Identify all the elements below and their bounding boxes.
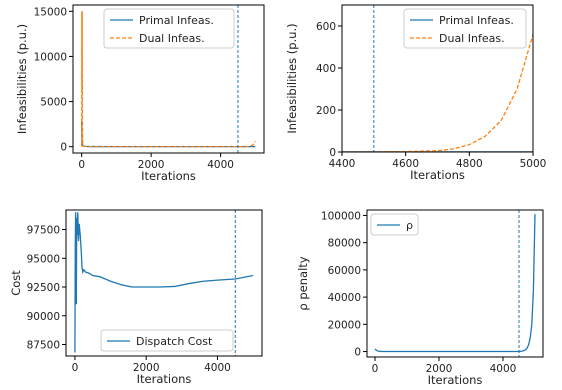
y-tick-label: 95000 xyxy=(27,253,60,265)
legend-label: Dual Infeas. xyxy=(139,32,205,45)
y-tick-label: 10000 xyxy=(34,51,67,63)
x-tick-label: 4000 xyxy=(490,363,517,375)
x-tick-label: 2000 xyxy=(133,362,160,374)
y-tick-label: 90000 xyxy=(27,311,60,323)
legend-label: ρ xyxy=(406,219,413,232)
x-axis-label: Iterations xyxy=(428,373,483,387)
y-tick-label: 400 xyxy=(316,63,336,75)
axes-frame xyxy=(65,209,263,357)
legend-box xyxy=(103,8,235,49)
x-tick-label: 4600 xyxy=(392,158,419,170)
y-tick-label: 0 xyxy=(60,142,67,154)
y-tick-label: 60000 xyxy=(328,265,361,277)
axes-frame xyxy=(366,209,544,358)
subplot-1: 0 2000 4000 0 5000 10000 15000 Iterations Infeas… xyxy=(15,4,265,183)
y-tick-label: 200 xyxy=(316,105,336,117)
y-tick-label: 0 xyxy=(354,347,361,359)
x-tick-label: 2000 xyxy=(138,159,165,171)
legend: Primal Infeas. Dual Infeas. xyxy=(403,8,527,49)
x-tick-label: 0 xyxy=(372,363,379,375)
x-tick-label: 4000 xyxy=(207,159,234,171)
y-tick-label: 100000 xyxy=(321,210,361,222)
subplot-4: 0 2000 4000020000400006000080000100000Iter… xyxy=(296,209,544,387)
y-axis-label: ρ penalty xyxy=(296,256,310,310)
x-tick-label: 4800 xyxy=(456,158,483,170)
legend-label: Primal Infeas. xyxy=(439,14,514,27)
legend-label: Primal Infeas. xyxy=(139,14,214,27)
legend-label: Dispatch Cost xyxy=(136,335,213,348)
legend: Dispatch Cost xyxy=(100,329,234,352)
axes-frame xyxy=(341,4,534,153)
y-tick-label: 87500 xyxy=(27,340,60,352)
legend: ρ xyxy=(370,213,419,236)
legend-box xyxy=(403,8,527,49)
series-line-2 xyxy=(342,34,533,152)
y-tick-label: 20000 xyxy=(328,319,361,331)
y-tick-label: 97500 xyxy=(27,225,60,237)
x-axis-label: Iterations xyxy=(141,169,196,183)
y-axis-label: Infeasibilities (p.u.) xyxy=(15,24,29,134)
x-tick-label: 0 xyxy=(72,362,79,374)
x-tick-label: 2000 xyxy=(426,363,453,375)
legend: Primal Infeas. Dual Infeas. xyxy=(103,8,235,49)
x-axis-label: Iterations xyxy=(137,372,192,386)
axes-frame xyxy=(72,4,265,154)
y-tick-label: 0 xyxy=(329,147,336,159)
y-tick-label: 92500 xyxy=(27,282,60,294)
series-line-1 xyxy=(374,214,536,353)
legend-label: Dual Infeas. xyxy=(439,32,505,45)
series-line-2 xyxy=(81,11,256,148)
x-tick-label: 5000 xyxy=(520,158,547,170)
y-tick-label: 15000 xyxy=(34,6,67,18)
y-tick-label: 80000 xyxy=(328,238,361,250)
y-tick-label: 600 xyxy=(316,21,336,33)
y-axis-label: Infeasibilities (p.u.) xyxy=(285,23,299,133)
subplot-2: 4400 4600 4800 5000 0 200 400 600 Iterations Infe… xyxy=(285,4,547,182)
y-axis-label: Cost xyxy=(9,270,23,296)
y-tick-label: 40000 xyxy=(328,292,361,304)
y-tick-label: 5000 xyxy=(40,97,67,109)
x-tick-label: 4000 xyxy=(204,362,231,374)
series-line-1 xyxy=(74,212,254,353)
x-tick-label: 0 xyxy=(78,159,85,171)
x-tick-label: 4400 xyxy=(329,158,356,170)
legend-box xyxy=(100,329,234,352)
series-line-1 xyxy=(81,119,256,148)
x-axis-label: Iterations xyxy=(410,168,465,182)
subplot-3: 0 2000 4000 87500 90000 92500 95000 97500 Iterat… xyxy=(9,209,263,386)
